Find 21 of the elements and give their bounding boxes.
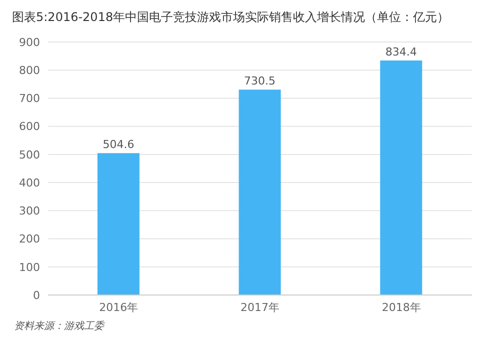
text: 资料来源：游戏工委: [13, 320, 106, 334]
x-tick-label: 2017年: [240, 300, 280, 314]
y-tick-label: 400: [19, 176, 40, 190]
bar: [380, 60, 422, 295]
y-tick-label: 600: [19, 120, 40, 134]
y-tick-label: 700: [19, 92, 40, 106]
data-label: 504.6: [102, 138, 134, 152]
data-label: 730.5: [244, 74, 276, 88]
y-tick-label: 100: [19, 260, 40, 274]
y-tick-label: 500: [19, 148, 40, 162]
bar: [238, 90, 281, 295]
y-tick-label: 900: [19, 36, 40, 49]
chart-title: 图表5:2016-2018年中国电子竞技游戏市场实际销售收入增长情况（单位：亿元）: [11, 9, 450, 26]
x-tick-label: 2016年: [99, 300, 138, 314]
y-tick-label: 800: [19, 64, 40, 78]
y-tick-label: 200: [19, 232, 40, 246]
bar: [97, 153, 140, 295]
y-tick-label: 300: [19, 204, 40, 218]
data-label: 834.4: [385, 45, 417, 58]
x-tick-label: 2018年: [382, 300, 421, 314]
y-tick-label: 0: [33, 288, 40, 302]
